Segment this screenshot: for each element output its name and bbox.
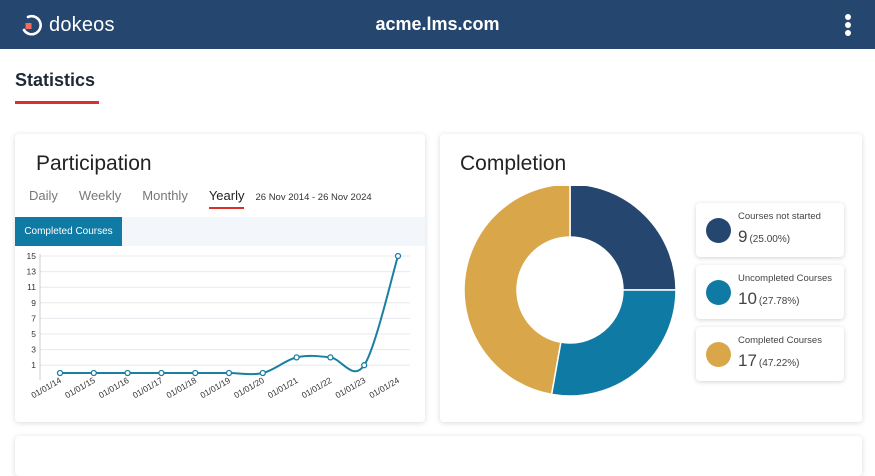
site-domain: acme.lms.com [375,14,500,34]
completion-title: Completion [460,152,567,175]
more-menu-icon[interactable] [840,12,856,38]
metric-strip: Completed Courses [15,217,425,246]
legend-count: 9 [738,227,748,246]
donut-slice-1[interactable] [550,289,677,397]
legend-dot-not-started [706,218,731,243]
x-tick-label: 01/01/19 [198,375,232,400]
legend-not-started: Courses not started 9 (25.00%) [696,203,844,257]
y-tick-label: 9 [31,298,36,308]
data-point[interactable] [394,252,402,260]
y-tick-label: 1 [31,360,36,370]
data-point[interactable] [225,369,233,377]
legend-value: 9 (25.00%) [738,227,790,247]
completed-courses-metric-tab[interactable]: Completed Courses [15,217,122,246]
legend-uncompleted: Uncompleted Courses 10 (27.78%) [696,265,844,319]
x-tick-label: 01/01/24 [367,375,401,400]
data-point[interactable] [56,369,64,377]
tab-weekly[interactable]: Weekly [78,188,122,203]
legend-percent: (27.78%) [758,296,800,307]
x-tick-label: 01/01/21 [266,375,300,400]
data-point[interactable] [293,354,300,361]
y-tick-label: 13 [27,267,37,277]
tab-daily[interactable]: Daily [29,188,58,203]
participation-card: Participation Daily Weekly Monthly Yearl… [15,134,425,422]
y-tick-label: 15 [27,251,37,261]
x-tick-label: 01/01/14 [29,375,63,400]
x-tick-label: 01/01/16 [97,375,131,400]
legend-completed: Completed Courses 17 (47.22%) [696,327,844,381]
y-tick-label: 3 [31,345,36,355]
next-card [15,436,862,476]
y-tick-label: 7 [31,313,36,323]
data-point[interactable] [327,354,334,361]
top-bar: dokeos acme.lms.com [0,0,875,49]
legend-value: 17 (47.22%) [738,351,800,371]
legend-label: Uncompleted Courses [738,273,832,284]
data-point[interactable] [361,362,368,369]
date-range: 26 Nov 2014 - 26 Nov 2024 [255,192,372,203]
legend-count: 17 [738,351,757,370]
x-tick-label: 01/01/22 [300,375,334,400]
x-tick-label: 01/01/18 [165,375,199,400]
x-tick-label: 01/01/17 [131,375,165,400]
completion-card: Completion Courses not started 9 (25.00%)… [440,134,862,422]
y-tick-label: 11 [27,282,36,292]
x-tick-label: 01/01/15 [63,375,97,400]
legend-label: Courses not started [738,211,821,222]
period-tabs: Daily Weekly Monthly Yearly 26 Nov 2014 … [29,188,372,209]
data-point[interactable] [158,369,165,377]
dokeos-logo-icon [22,15,42,36]
dokeos-logo[interactable]: dokeos [20,12,115,38]
x-tick-label: 01/01/20 [232,375,266,400]
legend-value: 10 (27.78%) [738,289,800,309]
legend-percent: (47.22%) [758,358,800,369]
legend-dot-uncompleted [706,280,731,305]
data-point[interactable] [259,369,266,377]
x-tick-label: 01/01/23 [334,375,368,400]
legend-percent: (25.00%) [749,234,791,245]
legend-dot-completed [706,342,731,367]
donut-slice-2[interactable] [463,186,571,396]
tab-monthly[interactable]: Monthly [142,188,188,203]
y-tick-label: 5 [31,329,36,339]
legend-count: 10 [738,289,757,308]
completion-donut-chart [463,186,677,397]
page-title: Statistics [15,70,96,90]
data-point[interactable] [124,369,131,377]
participation-title: Participation [36,152,152,175]
series-line [60,255,399,376]
tab-yearly[interactable]: Yearly [208,188,245,209]
page-title-underline [15,101,99,104]
donut-slice-0[interactable] [569,186,677,291]
logo-text: dokeos [49,13,115,36]
data-point[interactable] [192,369,199,377]
data-point[interactable] [90,369,97,377]
y-gridlines [40,255,410,366]
legend-label: Completed Courses [738,335,822,346]
